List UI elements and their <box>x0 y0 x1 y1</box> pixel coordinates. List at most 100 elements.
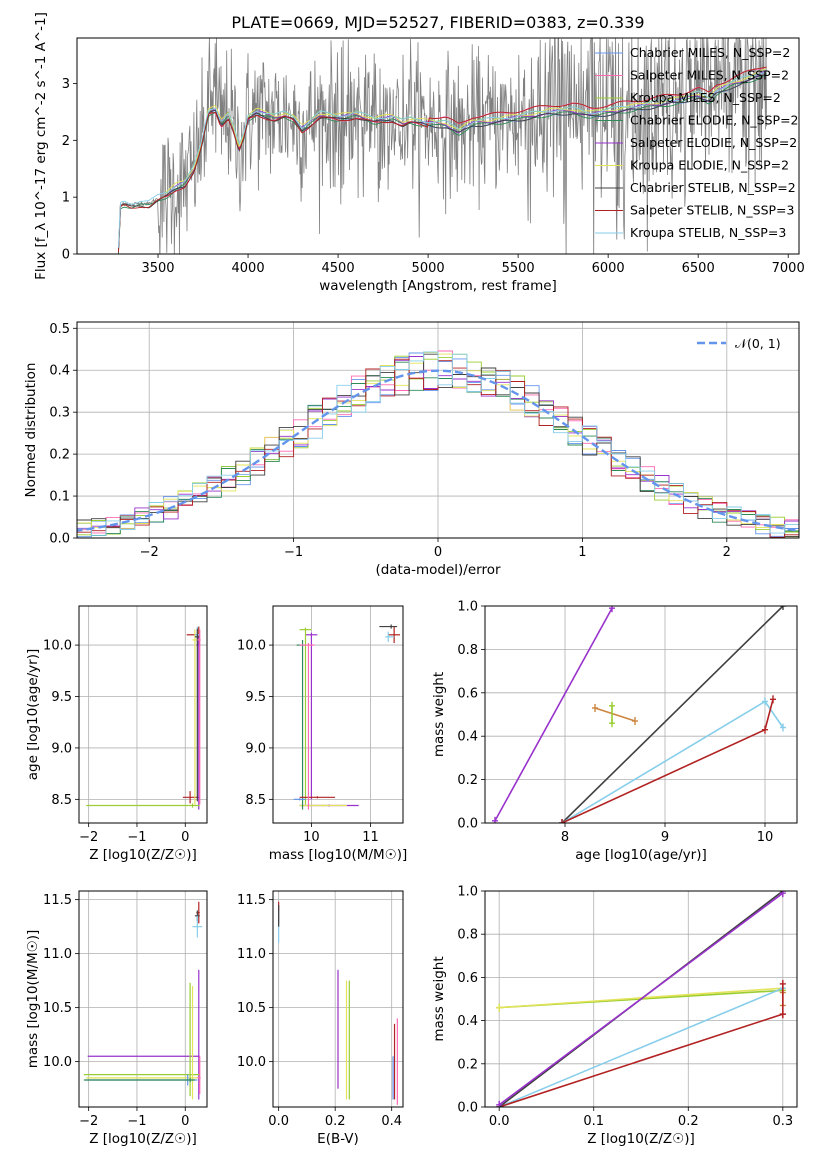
x-tick-label: 6000 <box>592 261 625 276</box>
y-axis-label: mass weight <box>431 956 447 1041</box>
y-axis-label: Flux [f_λ 10^-17 erg cm^-2 s^-1 A^-1] <box>33 12 49 280</box>
y-tick-label: 11.0 <box>237 947 266 962</box>
legend-entry: Chabrier MILES, N_SSP=2 <box>630 45 790 60</box>
y-tick-label: 11.0 <box>43 947 72 962</box>
y-tick-label: 0.8 <box>457 643 478 658</box>
x-tick-label: 5500 <box>502 261 535 276</box>
y-tick-label: 0.4 <box>49 364 70 379</box>
y-axis-label: Normed distribution <box>23 363 39 498</box>
plot-area <box>496 891 786 1107</box>
axes-frame <box>272 890 404 1108</box>
legend-entry: Kroupa MILES, N_SSP=2 <box>630 90 781 105</box>
y-tick-label: 10.0 <box>237 1055 266 1070</box>
x-tick-label: 0.3 <box>772 1114 793 1129</box>
weight-line <box>561 700 784 823</box>
y-tick-label: 9.0 <box>245 741 266 756</box>
y-axis-label: mass [log10(M/M☉)] <box>25 930 41 1069</box>
y-axis-label: mass weight <box>431 672 447 757</box>
x-tick-label: 0 <box>434 545 442 560</box>
y-tick-label: 10.0 <box>43 1055 72 1070</box>
axes-frame <box>272 605 404 824</box>
model-line <box>164 68 766 193</box>
y-tick-label: 10.5 <box>43 1001 72 1016</box>
y-tick-label: 0.0 <box>457 1101 478 1116</box>
weight-line <box>499 987 783 1009</box>
x-tick-label: 6500 <box>682 261 715 276</box>
x-tick-label: 2 <box>723 545 731 560</box>
x-tick-label: 11 <box>362 830 379 845</box>
y-tick-label: 11.5 <box>237 893 266 908</box>
x-axis-label: Z [log10(Z/Z☉)] <box>89 1131 197 1147</box>
y-tick-label: 0.8 <box>457 928 478 943</box>
y-tick-label: 0.4 <box>457 730 478 745</box>
y-tick-label: 1.0 <box>457 885 478 900</box>
data-spectrum-line <box>118 38 767 254</box>
y-tick-label: 0.0 <box>49 532 70 547</box>
y-tick-label: 0.6 <box>457 971 478 986</box>
figure-title: PLATE=0669, MJD=52527, FIBERID=0383, z=0… <box>231 13 644 32</box>
x-tick-label: 0.2 <box>678 1114 699 1129</box>
y-tick-label: 0.6 <box>457 686 478 701</box>
y-tick-label: 0 <box>62 248 70 263</box>
x-axis-label: age [log10(age/yr)] <box>575 847 707 863</box>
legend-entry: Chabrier STELIB, N_SSP=2 <box>630 180 796 195</box>
plot-area <box>278 901 398 1105</box>
y-tick-label: 0.2 <box>457 1057 478 1072</box>
y-tick-label: 11.5 <box>43 893 72 908</box>
x-tick-label: −1 <box>284 545 303 560</box>
panel-spectrum: 3500 4000 4500 5000 5500 6000 6500 7000 0 1 2 3 wave… <box>33 12 805 294</box>
axes-frame <box>78 605 208 824</box>
y-tick-label: 0.3 <box>49 406 70 421</box>
x-axis-label: wavelength [Angstrom, rest frame] <box>319 278 557 294</box>
axes-frame <box>76 37 800 255</box>
x-tick-label: 0 <box>181 1114 189 1129</box>
legend-entry: Salpeter ELODIE, N_SSP=2 <box>630 135 797 150</box>
axes-frame <box>78 890 208 1108</box>
y-tick-label: 1.0 <box>457 600 478 615</box>
panel-age-vs-mass: 10 11 8.5 9.0 9.5 10.0 mass [log10(M/M☉)] <box>237 605 407 863</box>
axes-frame <box>76 321 800 539</box>
y-tick-label: 9.5 <box>51 690 72 705</box>
axes-frame <box>484 605 798 824</box>
y-tick-label: 10.0 <box>43 639 72 654</box>
x-tick-label: −1 <box>127 1114 146 1129</box>
y-tick-label: 8.5 <box>245 793 266 808</box>
normal-curve <box>77 369 799 532</box>
panel-mass-vs-ebv: 0.0 0.2 0.4 10.0 10.5 11.0 11.5 E(B-V) <box>237 890 404 1147</box>
y-tick-label: 9.0 <box>51 741 72 756</box>
y-tick-label: 1 <box>62 191 70 206</box>
weight-line <box>494 607 613 822</box>
x-tick-label: 0.2 <box>325 1114 346 1129</box>
weight-line <box>561 606 784 823</box>
x-tick-label: 4000 <box>232 261 265 276</box>
y-tick-label: 2 <box>62 134 70 149</box>
x-tick-label: −1 <box>127 830 146 845</box>
plot-area <box>83 901 203 1100</box>
legend-entry: Chabrier ELODIE, N_SSP=2 <box>630 113 799 128</box>
plot-area <box>117 38 767 254</box>
legend-entry: Salpeter MILES, N_SSP=2 <box>630 68 789 83</box>
y-tick-label: 8.5 <box>51 793 72 808</box>
x-axis-label: E(B-V) <box>317 1131 359 1147</box>
y-tick-label: 0.1 <box>49 490 70 505</box>
x-tick-label: 0 <box>181 830 189 845</box>
x-tick-label: 0.4 <box>381 1114 402 1129</box>
legend-entry: Kroupa STELIB, N_SSP=3 <box>630 225 786 240</box>
x-tick-label: 3500 <box>141 261 174 276</box>
model-line <box>117 74 767 253</box>
y-tick-label: 9.5 <box>245 690 266 705</box>
x-tick-label: 4500 <box>322 261 355 276</box>
weight-line <box>594 707 636 722</box>
x-tick-label: −2 <box>140 545 159 560</box>
legend-entry: 𝒩(0, 1) <box>735 336 781 351</box>
x-tick-label: 0.0 <box>489 1114 510 1129</box>
x-tick-label: 1 <box>578 545 586 560</box>
weight-line <box>498 987 784 1107</box>
y-tick-label: 3 <box>62 77 70 92</box>
x-tick-label: 10 <box>303 830 320 845</box>
x-tick-label: 9 <box>661 830 669 845</box>
x-tick-label: −2 <box>79 1114 98 1129</box>
panel-mass-weight-vs-age: 8 9 10 0.0 0.2 0.4 0.6 0.8 1.0 age [log10(age/yr)… <box>431 600 798 863</box>
x-axis-label: Z [log10(Z/Z☉)] <box>587 1131 695 1147</box>
